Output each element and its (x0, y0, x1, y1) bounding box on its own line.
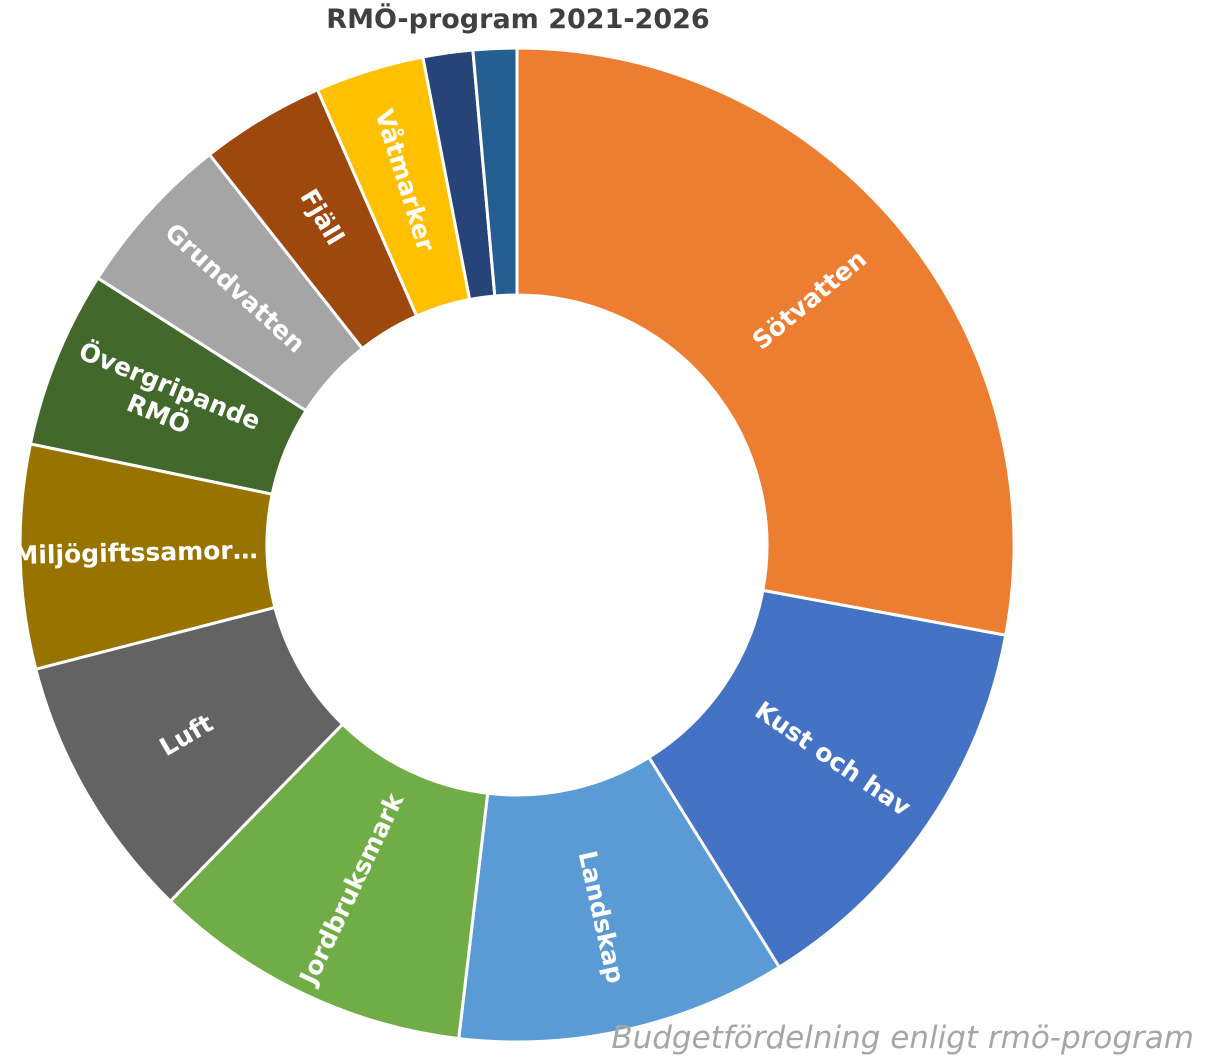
chart-title: RMÖ-program 2021-2026 (326, 4, 710, 35)
slice-jordbruksmark (168, 722, 490, 1041)
slice-unlabeled-11 (471, 46, 519, 298)
slice-label-miljögiftssamordning: Miljögiftssamor… (13, 535, 258, 570)
slice-landskap (457, 755, 782, 1044)
chart-caption: Budgetfördelning enligt rmö-program (611, 1020, 1194, 1056)
slice-kust-och-hav (646, 588, 1008, 970)
slice-sötvatten (515, 46, 1016, 638)
